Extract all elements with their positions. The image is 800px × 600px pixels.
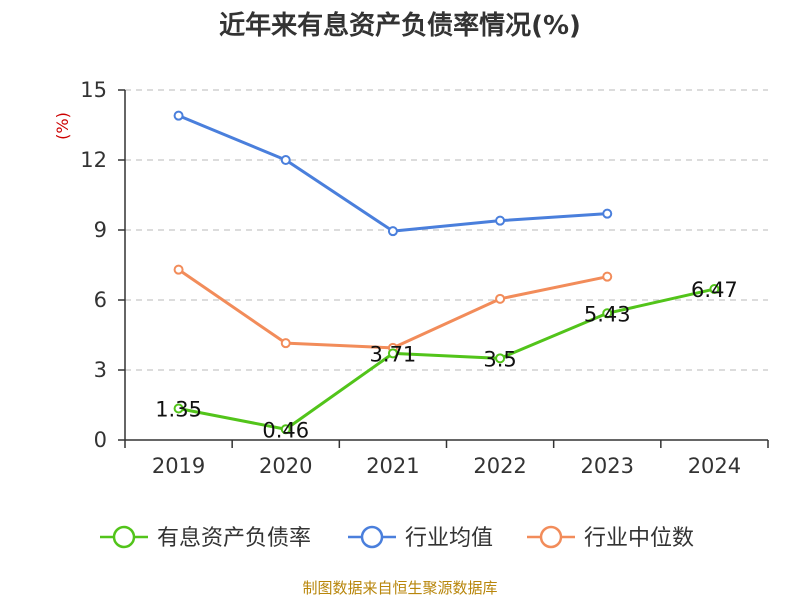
point-s0-2023 — [602, 308, 613, 319]
legend-label-2: 行业中位数 — [584, 526, 694, 551]
x-tick-label-2019: 2019 — [152, 454, 205, 478]
point-s1-2020 — [280, 155, 291, 165]
point-s1-2021 — [387, 226, 398, 237]
x-tick-label-2021: 2021 — [366, 454, 419, 478]
series-layer — [173, 110, 720, 435]
point-s1-2022 — [495, 215, 506, 226]
data-label-2021: 3.71 — [370, 342, 417, 366]
point-s2-2020 — [280, 338, 291, 349]
point-s1-2019 — [173, 110, 184, 121]
data-label-2024: 6.47 — [691, 278, 738, 302]
data-label-2019: 1.35 — [155, 398, 202, 422]
axes: 0 3 6 9 12 15 2019 2020 2021 2022 2023 2024 — [80, 78, 769, 478]
source-note: 制图数据来自恒生聚源数据库 — [302, 579, 497, 597]
point-s0-2019 — [173, 403, 184, 414]
series-line-1 — [178, 114, 608, 233]
x-tick-label-2023: 2023 — [581, 454, 634, 478]
data-label-2023: 5.43 — [584, 302, 631, 326]
legend-marker-2 — [539, 525, 563, 549]
legend-marker-0 — [112, 525, 136, 549]
legend-label-0: 有息资产负债率 — [157, 526, 311, 551]
point-s2-2019 — [173, 264, 184, 275]
point-s0-2021 — [387, 348, 398, 359]
point-s0-2024 — [709, 284, 720, 295]
grid-lines — [125, 89, 768, 371]
point-s0-2022 — [495, 353, 506, 364]
data-label-2020: 0.46 — [262, 418, 309, 442]
point-s1-2023 — [602, 208, 613, 219]
legend-label-1: 行业均值 — [405, 526, 493, 551]
point-s2-2023 — [602, 271, 613, 282]
y-tick-label-15: 15 — [80, 78, 107, 102]
data-labels: 1.35 0.46 3.71 3.5 5.43 6.47 — [155, 278, 738, 442]
series-line-2 — [177, 268, 608, 350]
y-tick-label-0: 0 — [94, 428, 107, 452]
legend: 有息资产负债率 行业均值 行业中位数 — [100, 525, 694, 551]
y-tick-label-12: 12 — [80, 148, 107, 172]
point-s2-2022 — [495, 293, 506, 304]
y-tick-label-9: 9 — [94, 218, 107, 242]
series-line-0 — [178, 287, 715, 431]
y-axis-unit: (%) — [53, 112, 72, 140]
y-tick-label-3: 3 — [94, 358, 107, 382]
y-tick-label-6: 6 — [94, 288, 107, 312]
x-tick-label-2024: 2024 — [688, 454, 741, 478]
point-s0-2020 — [280, 424, 291, 435]
legend-marker-1 — [360, 525, 384, 549]
x-tick-label-2020: 2020 — [259, 454, 312, 478]
x-tick-label-2022: 2022 — [473, 454, 526, 478]
chart-title: 近年来有息资产负债率情况(%) — [219, 10, 581, 41]
data-label-2022: 3.5 — [483, 347, 516, 371]
